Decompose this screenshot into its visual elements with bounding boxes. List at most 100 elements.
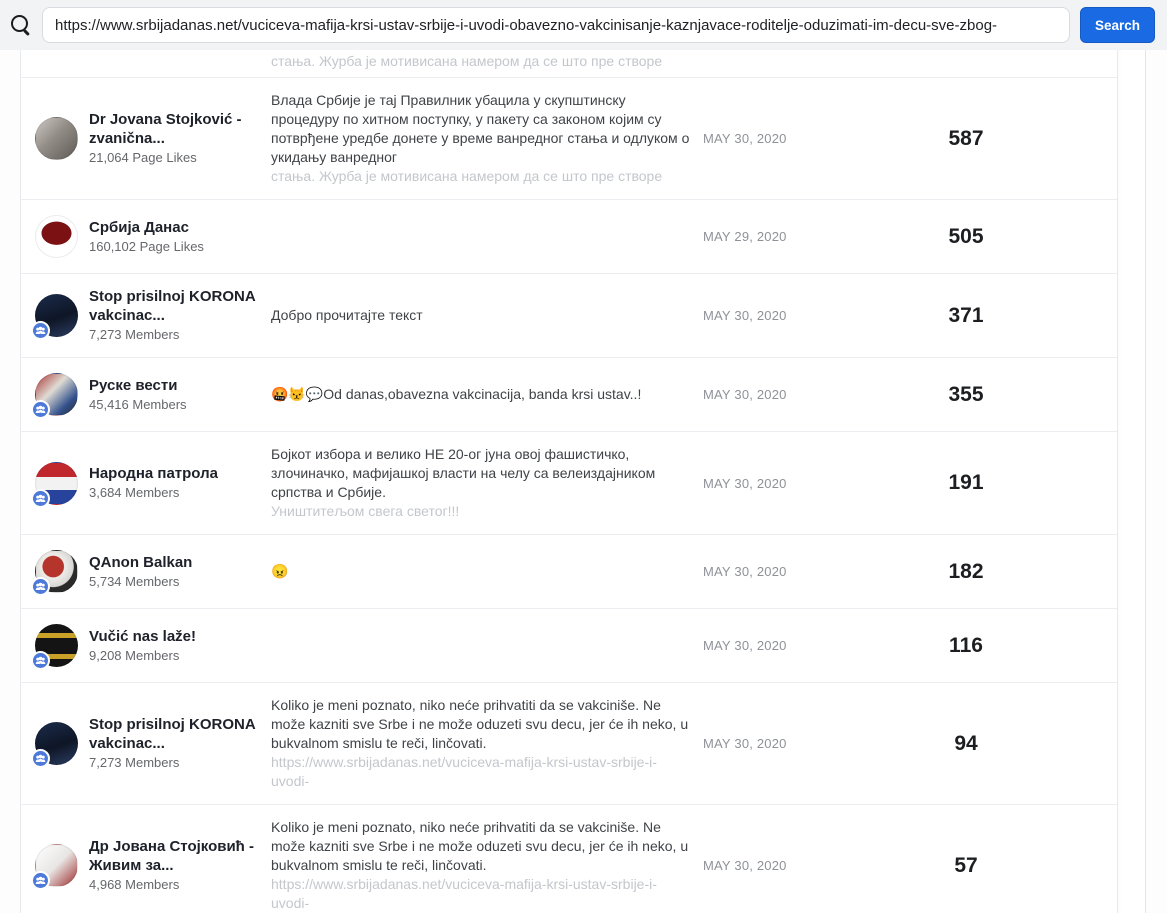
avatar[interactable] bbox=[31, 373, 78, 419]
page-meta: 21,064 Page Likes bbox=[89, 150, 197, 165]
avatar[interactable] bbox=[31, 550, 78, 596]
page-meta: 5,734 Members bbox=[89, 573, 180, 589]
post-date: MAY 30, 2020 bbox=[703, 131, 787, 146]
page-cell: Народна патрола 3,684 Members bbox=[31, 461, 271, 508]
table-row[interactable]: Руске вести 45,416 Members 🤬😾💬Od danas,o… bbox=[21, 358, 1117, 432]
group-members-icon bbox=[31, 321, 50, 340]
group-members-icon bbox=[31, 749, 50, 768]
post-message: стања. Журба је мотивисана намером да се… bbox=[271, 53, 663, 69]
avatar[interactable] bbox=[35, 215, 78, 258]
partial-row: стања. Журба је мотивисана намером да се… bbox=[21, 50, 1117, 78]
avatar[interactable] bbox=[31, 461, 78, 508]
avatar-image bbox=[35, 215, 78, 258]
table-row[interactable]: Др Јована Стојковић - Живим за... 4,968 … bbox=[21, 805, 1117, 913]
page-name[interactable]: Др Јована Стојковић - Живим за... bbox=[89, 838, 255, 874]
post-message-truncated: Уништитељом свега светог!!! bbox=[271, 503, 460, 519]
post-date: MAY 30, 2020 bbox=[703, 736, 787, 751]
interactions-count: 355 bbox=[948, 382, 984, 406]
table-row[interactable]: Stop prisilnoj KORONA vakcinac... 7,273 … bbox=[21, 274, 1117, 358]
page-cell: Vučić nas laže! 9,208 Members bbox=[31, 624, 271, 670]
interactions-count: 57 bbox=[954, 853, 978, 877]
post-date: MAY 30, 2020 bbox=[703, 308, 787, 323]
table-row[interactable]: QAnon Balkan 5,734 Members 😠 MAY 30, 202… bbox=[21, 535, 1117, 609]
results-area: стања. Журба је мотивисана намером да се… bbox=[0, 50, 1167, 913]
page-name[interactable]: Stop prisilnoj KORONA vakcinac... bbox=[89, 716, 256, 752]
search-bar: Search bbox=[0, 0, 1167, 50]
page-info: QAnon Balkan 5,734 Members bbox=[89, 553, 192, 591]
scrollbar-rail[interactable] bbox=[1121, 50, 1146, 913]
page-cell: Др Јована Стојковић - Живим за... 4,968 … bbox=[31, 837, 271, 894]
post-message: Бојкот избора и велико НЕ 20-ог јуна ово… bbox=[271, 445, 703, 521]
avatar-image bbox=[35, 117, 78, 160]
page-info: Stop prisilnoj KORONA vakcinac... 7,273 … bbox=[89, 715, 271, 772]
interactions-count: 191 bbox=[948, 471, 984, 494]
page-cell: Руске вести 45,416 Members bbox=[31, 373, 271, 419]
table-row[interactable]: Србија Данас 160,102 Page Likes MAY 29, … bbox=[21, 200, 1117, 274]
page-name[interactable]: Vučić nas laže! bbox=[89, 627, 196, 645]
avatar[interactable] bbox=[35, 117, 78, 160]
page-name[interactable]: Руске вести bbox=[89, 376, 178, 394]
results-list: стања. Журба је мотивисана намером да се… bbox=[20, 50, 1118, 913]
table-row[interactable]: Dr Jovana Stojković - zvanična... 21,064… bbox=[21, 78, 1117, 200]
page-info: Србија Данас 160,102 Page Likes bbox=[89, 218, 204, 256]
page-meta: 160,102 Page Likes bbox=[89, 238, 204, 254]
post-date: MAY 29, 2020 bbox=[703, 229, 787, 244]
post-message-truncated: стања. Журба је мотивисана намером да се… bbox=[271, 168, 663, 184]
search-icon bbox=[10, 14, 32, 36]
avatar-image bbox=[35, 722, 78, 765]
interactions-count: 587 bbox=[948, 126, 984, 150]
group-members-icon bbox=[31, 577, 50, 596]
group-members-icon bbox=[31, 871, 50, 890]
avatar-image bbox=[35, 461, 78, 505]
post-message: 🤬😾💬Od danas,obavezna vakcinacija, banda … bbox=[271, 386, 642, 402]
post-message: Добро прочитајте текст bbox=[271, 307, 423, 323]
page-cell: Stop prisilnoj KORONA vakcinac... 7,273 … bbox=[31, 287, 271, 344]
page-name[interactable]: Србија Данас bbox=[89, 218, 189, 236]
page-info: Vučić nas laže! 9,208 Members bbox=[89, 627, 196, 665]
post-message: 😠 bbox=[271, 563, 289, 579]
table-row[interactable]: Stop prisilnoj KORONA vakcinac... 7,273 … bbox=[21, 683, 1117, 805]
page-meta: 7,273 Members bbox=[89, 327, 180, 342]
page-info: Stop prisilnoj KORONA vakcinac... 7,273 … bbox=[89, 287, 271, 344]
group-members-icon bbox=[31, 488, 50, 508]
interactions-count: 371 bbox=[948, 303, 984, 327]
interactions-count: 505 bbox=[948, 224, 984, 248]
interactions-count: 182 bbox=[948, 559, 984, 583]
page-name[interactable]: Stop prisilnoj KORONA vakcinac... bbox=[89, 288, 256, 324]
page-name[interactable]: Народна патрола bbox=[89, 465, 218, 482]
post-date: MAY 30, 2020 bbox=[703, 475, 787, 491]
page-info: Др Јована Стојковић - Живим за... 4,968 … bbox=[89, 837, 271, 894]
post-message: Koliko je meni poznato, niko neće prihva… bbox=[271, 818, 703, 913]
post-date: MAY 30, 2020 bbox=[703, 564, 787, 579]
avatar[interactable] bbox=[31, 722, 78, 768]
page-info: Dr Jovana Stojković - zvanična... 21,064… bbox=[89, 110, 271, 167]
post-message-truncated: https://www.srbijadanas.net/vuciceva-maf… bbox=[271, 876, 657, 911]
page-name[interactable]: Dr Jovana Stojković - zvanična... bbox=[89, 111, 242, 147]
table-row[interactable]: Народна патрола 3,684 Members Бојкот изб… bbox=[21, 432, 1117, 535]
avatar[interactable] bbox=[31, 294, 78, 340]
post-message: Влада Србије је тај Правилник убацила у … bbox=[271, 92, 690, 184]
url-search-input[interactable] bbox=[42, 7, 1070, 43]
search-button[interactable]: Search bbox=[1079, 7, 1155, 43]
page-name[interactable]: QAnon Balkan bbox=[89, 553, 193, 571]
page-meta: 4,968 Members bbox=[89, 877, 180, 892]
page-cell: QAnon Balkan 5,734 Members bbox=[31, 550, 271, 596]
post-date: MAY 30, 2020 bbox=[703, 858, 787, 873]
interactions-count: 116 bbox=[949, 633, 983, 657]
page-cell: Stop prisilnoj KORONA vakcinac... 7,273 … bbox=[31, 715, 271, 772]
page-meta: 45,416 Members bbox=[89, 396, 187, 412]
page-meta: 7,273 Members bbox=[89, 755, 180, 770]
post-date: MAY 30, 2020 bbox=[703, 387, 787, 402]
avatar[interactable] bbox=[31, 624, 78, 670]
post-message: Koliko je meni poznato, niko neće prihva… bbox=[271, 696, 703, 791]
page-info: Народна патрола 3,684 Members bbox=[89, 464, 218, 502]
table-row[interactable]: Vučić nas laže! 9,208 Members MAY 30, 20… bbox=[21, 609, 1117, 683]
page-cell: Dr Jovana Stojković - zvanična... 21,064… bbox=[35, 110, 271, 167]
group-members-icon bbox=[31, 651, 50, 670]
avatar[interactable] bbox=[31, 844, 78, 890]
group-members-icon bbox=[31, 400, 50, 419]
page-cell: Србија Данас 160,102 Page Likes bbox=[35, 215, 271, 258]
page-meta: 3,684 Members bbox=[89, 485, 180, 500]
post-message-truncated: https://www.srbijadanas.net/vuciceva-maf… bbox=[271, 754, 657, 789]
page-meta: 9,208 Members bbox=[89, 647, 180, 663]
